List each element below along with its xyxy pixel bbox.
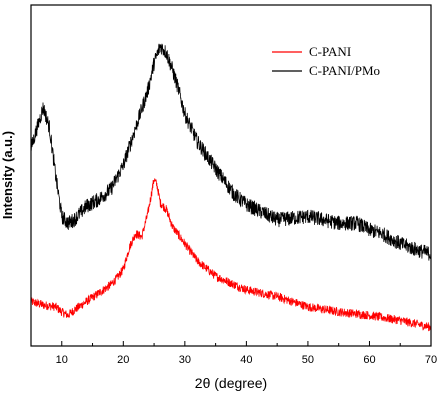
x-tick-label: 70	[425, 354, 437, 366]
series-line-c-pani-pmo	[30, 43, 432, 261]
x-tick-label: 50	[302, 354, 314, 366]
plot-frame	[30, 4, 432, 347]
x-axis-ticks: 10 20 30 40 50 60 70	[56, 341, 437, 366]
x-tick-label: 30	[179, 354, 191, 366]
x-tick-label: 10	[56, 354, 68, 366]
legend-label: C-PANI	[309, 44, 351, 59]
series-line-c-pani	[30, 178, 432, 332]
legend-label: C-PANI/PMo	[309, 63, 380, 78]
x-tick-label: 60	[363, 354, 375, 366]
x-tick-label: 40	[240, 354, 252, 366]
x-axis-title: 2θ (degree)	[195, 375, 267, 391]
legend: C-PANI C-PANI/PMo	[272, 44, 380, 78]
series-layer	[30, 43, 432, 332]
y-axis-title: Intensity (a.u.)	[0, 131, 15, 219]
x-tick-label: 20	[117, 354, 129, 366]
